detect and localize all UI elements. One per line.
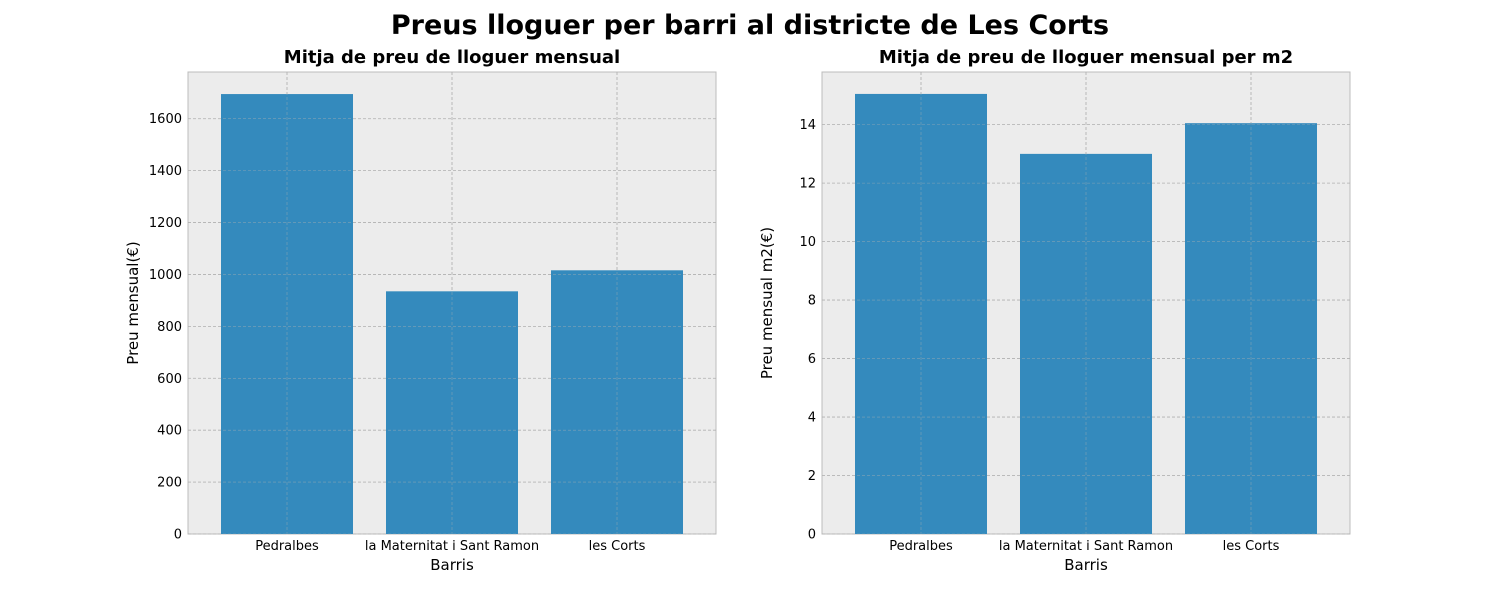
left-chart-y-tick-label: 800 <box>157 320 182 335</box>
left-chart-x-tick-label: Pedralbes <box>255 539 319 554</box>
left-chart-x-tick-label: la Maternitat i Sant Ramon <box>365 539 539 554</box>
left-chart-y-tick-label: 1600 <box>149 112 182 127</box>
left-chart-x-tick-label: les Corts <box>589 539 646 554</box>
left-chart-y-tick-label: 0 <box>174 528 182 543</box>
left-chart: 0 200 400 600 800 1000 1200 1400 1600 Pedralbes la… <box>124 47 717 574</box>
left-chart-ticks: 0 200 400 600 800 1000 1200 1400 1600 Pedralbes la… <box>149 112 646 554</box>
right-chart-x-tick-label: la Maternitat i Sant Ramon <box>999 539 1173 554</box>
left-chart-y-tick-label: 600 <box>157 372 182 387</box>
right-chart-y-tick-label: 0 <box>808 528 816 543</box>
right-chart-x-tick-label: les Corts <box>1223 539 1280 554</box>
left-chart-y-tick-label: 1000 <box>149 268 182 283</box>
right-chart-y-tick-label: 2 <box>808 469 816 484</box>
right-chart-title: Mitja de preu de lloguer mensual per m2 <box>879 47 1293 68</box>
left-chart-x-axis-label: Barris <box>430 556 474 574</box>
left-chart-y-tick-label: 1400 <box>149 164 182 179</box>
left-chart-y-tick-label: 200 <box>157 476 182 491</box>
left-chart-y-axis-label: Preu mensual(€) <box>124 241 142 364</box>
left-chart-title: Mitja de preu de lloguer mensual <box>284 47 620 68</box>
right-chart-y-tick-label: 4 <box>808 411 816 426</box>
right-chart-x-axis-label: Barris <box>1064 556 1108 574</box>
right-chart-y-axis-label: Preu mensual m2(€) <box>758 227 776 379</box>
right-chart-ticks: 0 2 4 6 8 10 12 14 Pedralbes la Maternitat i Sant… <box>799 118 1279 554</box>
left-chart-y-tick-label: 1200 <box>149 216 182 231</box>
right-chart-y-tick-label: 6 <box>808 352 816 367</box>
figure-suptitle: Preus lloguer per barri al districte de … <box>391 10 1109 41</box>
right-chart-x-tick-label: Pedralbes <box>889 539 953 554</box>
right-chart-y-tick-label: 8 <box>808 294 816 309</box>
right-chart-bars <box>822 72 1350 535</box>
right-chart: 0 2 4 6 8 10 12 14 Pedralbes la Maternitat i Sant… <box>758 47 1351 574</box>
right-chart-y-tick-label: 14 <box>799 118 816 133</box>
left-chart-bars <box>188 72 716 535</box>
right-chart-y-tick-label: 10 <box>799 235 816 250</box>
right-chart-y-tick-label: 12 <box>799 177 816 192</box>
left-chart-y-tick-label: 400 <box>157 424 182 439</box>
